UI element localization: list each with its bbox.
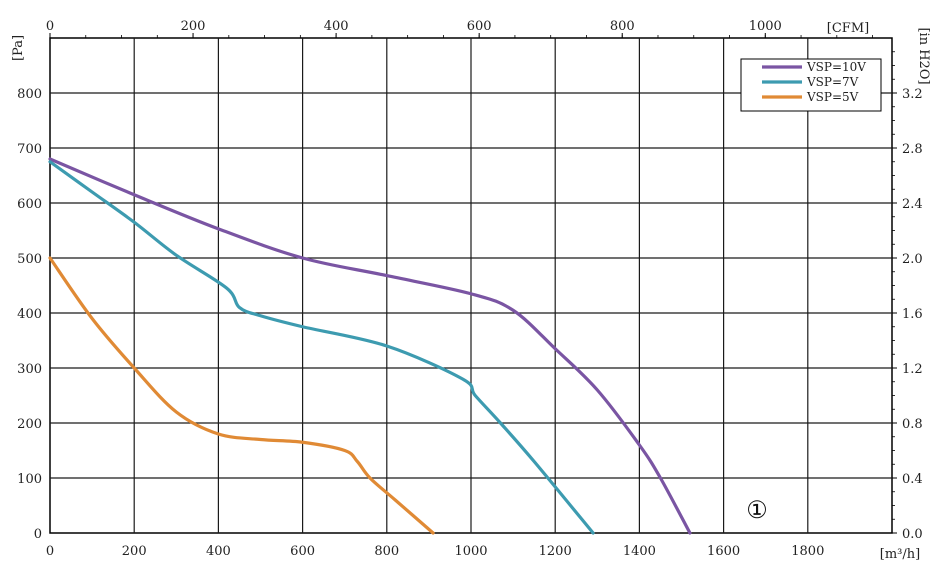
x-top-unit: [CFM] bbox=[827, 21, 869, 36]
y-left-tick-label: 100 bbox=[17, 472, 42, 487]
y-right-tick-label: 3.2 bbox=[902, 87, 923, 102]
series-line-vsp-5v bbox=[48, 256, 435, 535]
x-bottom-tick-label: 1400 bbox=[623, 544, 656, 559]
y-right-tick-label: 2.0 bbox=[902, 252, 923, 267]
x-bottom-tick-label: 800 bbox=[374, 544, 399, 559]
x-bottom-tick-label: 600 bbox=[290, 544, 315, 559]
y-left-tick-label: 400 bbox=[17, 307, 42, 322]
x-bottom-tick-label: 1200 bbox=[539, 544, 572, 559]
grid-lines bbox=[50, 38, 892, 533]
y-right-tick-label: 0.4 bbox=[902, 472, 923, 487]
x-bottom-tick-label: 0 bbox=[46, 544, 54, 559]
series-lines bbox=[48, 157, 692, 535]
series-line-vsp-10v bbox=[48, 157, 692, 535]
y-right-tick-label: 1.2 bbox=[902, 362, 923, 377]
y-left-tick-label: 700 bbox=[17, 142, 42, 157]
x-top-tick-label: 400 bbox=[324, 19, 349, 34]
x-top-tick-label: 0 bbox=[46, 19, 54, 34]
x-top-tick-label: 600 bbox=[467, 19, 492, 34]
x-top-tick-label: 1000 bbox=[749, 19, 782, 34]
y-left-tick-label: 500 bbox=[17, 252, 42, 267]
y-right-tick-label: 0.0 bbox=[902, 527, 923, 542]
y-left-tick-label: 0 bbox=[34, 527, 42, 542]
x-bottom-tick-label: 1800 bbox=[791, 544, 824, 559]
minor-ticks bbox=[49, 33, 897, 534]
x-bottom-tick-label: 1000 bbox=[454, 544, 487, 559]
y-right-tick-label: 2.4 bbox=[902, 197, 923, 212]
legend-label: VSP=5V bbox=[806, 90, 859, 104]
x-top-tick-label: 800 bbox=[610, 19, 635, 34]
y-left-tick-label: 600 bbox=[17, 197, 42, 212]
series-line-vsp-7v bbox=[48, 160, 595, 535]
y-right-tick-label: 0.8 bbox=[902, 417, 923, 432]
x-bottom-tick-label: 400 bbox=[206, 544, 231, 559]
x-bottom-tick-label: 1600 bbox=[707, 544, 740, 559]
y-left-tick-label: 800 bbox=[17, 87, 42, 102]
y-left-tick-label: 200 bbox=[17, 417, 42, 432]
x-bottom-tick-label: 200 bbox=[122, 544, 147, 559]
y-left-unit: [Pa] bbox=[11, 35, 26, 61]
x-top-tick-label: 200 bbox=[181, 19, 206, 34]
y-right-tick-label: 1.6 bbox=[902, 307, 923, 322]
legend-label: VSP=10V bbox=[806, 60, 866, 74]
curve-number-marker: ① bbox=[746, 496, 768, 524]
y-left-tick-label: 300 bbox=[17, 362, 42, 377]
tick-labels: 0 200 400 600 800 1000 1200 1400 1600 1800 0 100 200… bbox=[17, 19, 923, 559]
y-right-tick-label: 2.8 bbox=[902, 142, 923, 157]
y-right-unit: [in H2O] bbox=[916, 27, 931, 84]
legend-label: VSP=7V bbox=[806, 75, 859, 89]
x-bottom-unit: [m³/h] bbox=[880, 547, 920, 562]
